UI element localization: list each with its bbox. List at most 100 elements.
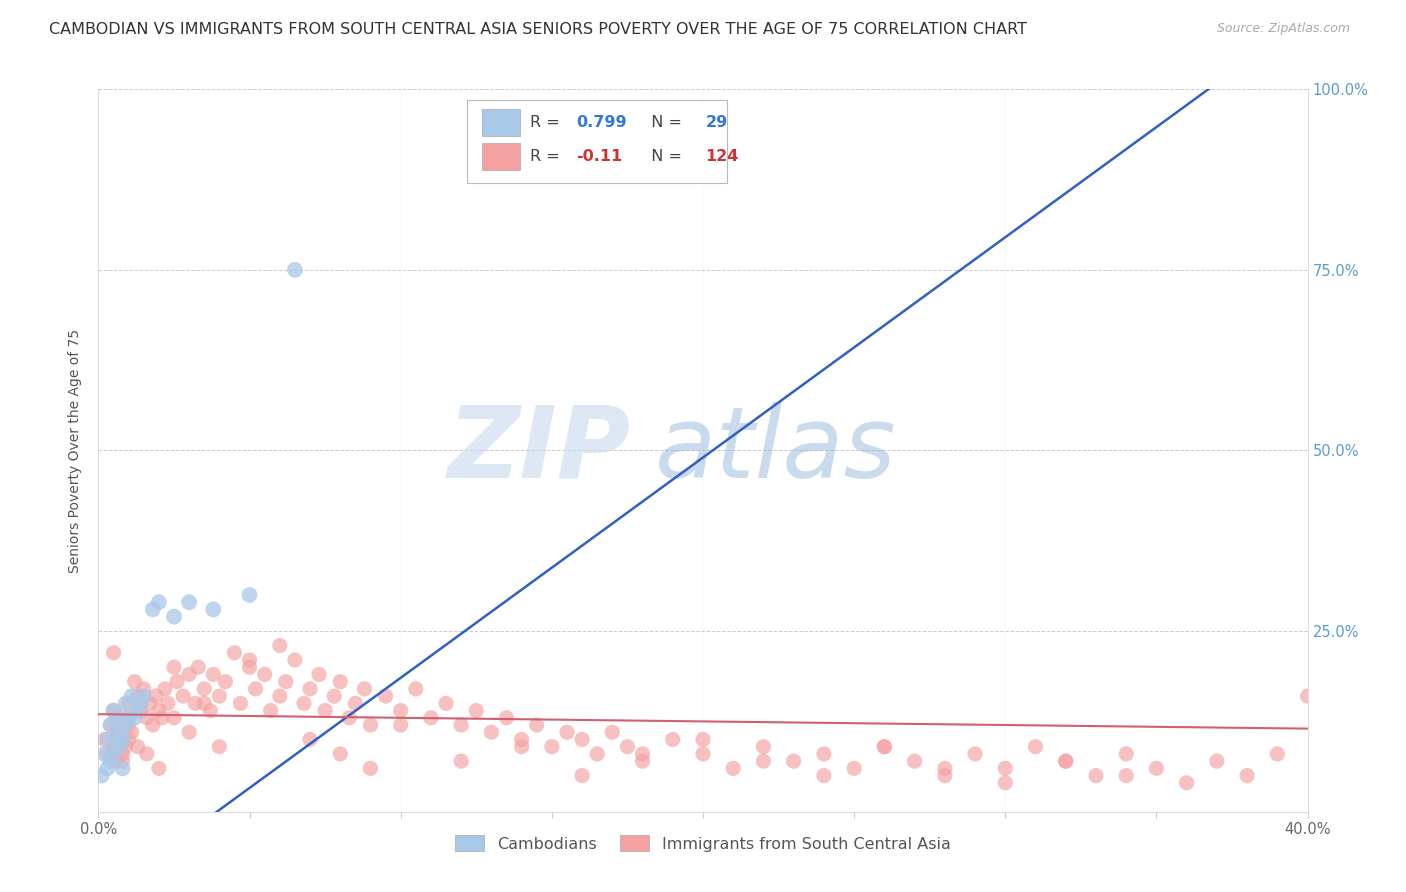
Point <box>337 711 360 725</box>
Text: ZIP: ZIP <box>447 402 630 499</box>
Point <box>994 776 1017 790</box>
Point <box>239 653 262 667</box>
Point <box>166 674 188 689</box>
Point <box>179 725 201 739</box>
Point <box>100 718 122 732</box>
Point <box>105 732 128 747</box>
Point <box>434 696 457 710</box>
Point <box>253 667 276 681</box>
Point <box>224 646 246 660</box>
Point <box>208 739 231 754</box>
Point <box>90 769 112 783</box>
Point <box>1054 754 1077 768</box>
Point <box>752 739 775 754</box>
Point <box>100 754 122 768</box>
Point <box>127 689 149 703</box>
Point <box>360 761 382 775</box>
Point <box>124 711 146 725</box>
Point <box>1085 769 1108 783</box>
Point <box>139 696 162 710</box>
Point <box>510 739 533 754</box>
Point <box>118 696 141 710</box>
Point <box>103 646 125 660</box>
Point <box>132 681 155 696</box>
Point <box>129 696 152 710</box>
FancyBboxPatch shape <box>467 100 727 183</box>
Point <box>200 704 222 718</box>
Bar <box>482 143 520 170</box>
Point <box>163 711 186 725</box>
Point <box>111 761 134 775</box>
Point <box>495 711 517 725</box>
Point <box>135 747 157 761</box>
Point <box>179 595 201 609</box>
Point <box>121 725 143 739</box>
Point <box>329 747 352 761</box>
Point <box>142 718 165 732</box>
Point <box>105 754 128 768</box>
Point <box>100 718 122 732</box>
Point <box>103 739 125 754</box>
Point <box>389 704 412 718</box>
Point <box>239 588 262 602</box>
Point <box>124 674 146 689</box>
Point <box>103 704 125 718</box>
Point <box>96 732 118 747</box>
Point <box>1144 761 1167 775</box>
Point <box>586 747 609 761</box>
Point <box>118 711 141 725</box>
Point <box>904 754 927 768</box>
Point <box>873 739 896 754</box>
Point <box>132 689 155 703</box>
Point <box>148 595 170 609</box>
Point <box>360 718 382 732</box>
Point <box>129 704 152 718</box>
Point <box>465 704 488 718</box>
Point <box>353 681 375 696</box>
Text: Source: ZipAtlas.com: Source: ZipAtlas.com <box>1216 22 1350 36</box>
Text: 0.799: 0.799 <box>576 115 627 130</box>
Point <box>193 696 215 710</box>
Point <box>245 681 267 696</box>
Point <box>873 739 896 754</box>
Point <box>145 689 167 703</box>
Point <box>148 704 170 718</box>
Point <box>108 739 131 754</box>
Point <box>96 747 118 761</box>
Point <box>108 725 131 739</box>
Point <box>602 725 624 739</box>
Point <box>269 639 291 653</box>
Point <box>239 660 262 674</box>
Point <box>179 667 201 681</box>
Point <box>93 732 115 747</box>
Point <box>105 725 128 739</box>
Point <box>813 747 835 761</box>
Point <box>269 689 291 703</box>
Text: atlas: atlas <box>655 402 896 499</box>
Point <box>813 769 835 783</box>
Point <box>193 681 215 696</box>
Point <box>148 761 170 775</box>
Point <box>156 696 179 710</box>
Point <box>284 262 307 277</box>
Point <box>1175 776 1198 790</box>
Point <box>752 754 775 768</box>
Point <box>1024 739 1046 754</box>
Text: 124: 124 <box>706 149 738 164</box>
Point <box>1054 754 1077 768</box>
Point <box>405 681 427 696</box>
Point <box>934 761 956 775</box>
Point <box>450 754 472 768</box>
Point <box>172 689 194 703</box>
Point <box>114 696 136 710</box>
Point <box>344 696 367 710</box>
Point <box>1115 769 1137 783</box>
Point <box>329 674 352 689</box>
Point <box>153 681 176 696</box>
Point <box>1236 769 1258 783</box>
Point <box>965 747 987 761</box>
Point <box>616 739 638 754</box>
Point <box>274 674 297 689</box>
Point <box>187 660 209 674</box>
Point <box>229 696 252 710</box>
